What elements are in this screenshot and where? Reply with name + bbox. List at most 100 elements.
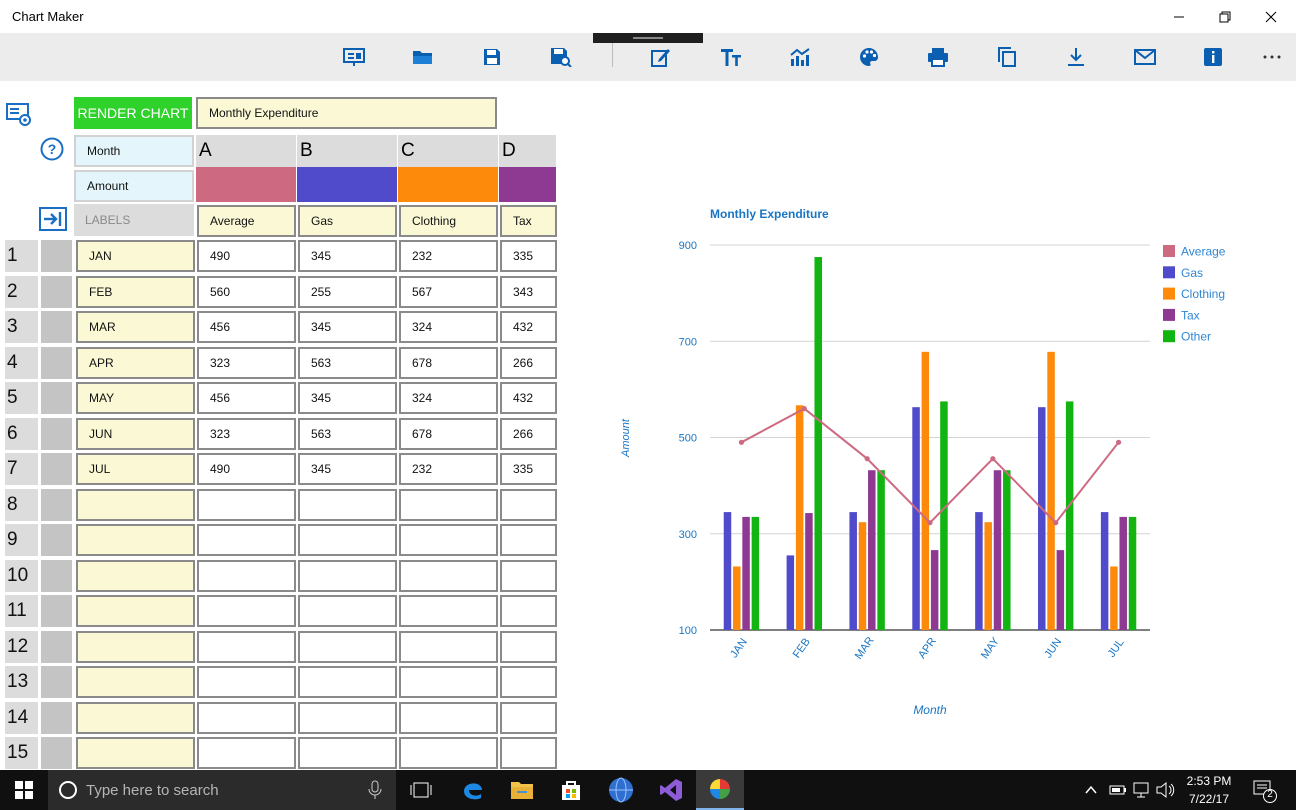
y-label-input[interactable]: Amount [74,170,194,202]
mail-button[interactable] [1130,42,1160,72]
value-cell[interactable]: 266 [500,346,557,379]
row-selector[interactable] [41,346,72,379]
row-selector[interactable] [41,595,72,627]
info-button[interactable] [1198,42,1228,72]
visual-studio-app[interactable] [647,770,695,810]
copy-button[interactable] [992,42,1022,72]
start-button[interactable] [0,770,48,810]
value-cell[interactable]: 266 [500,417,557,450]
value-cell[interactable] [197,559,296,592]
network-indicator[interactable] [1132,781,1152,804]
value-cell[interactable] [399,488,498,521]
value-cell[interactable]: 563 [298,417,397,450]
text-format-button[interactable] [716,42,746,72]
row-selector[interactable] [41,666,72,698]
row-label-input[interactable]: APR [76,346,195,379]
x-label-input[interactable]: Month [74,135,194,167]
value-cell[interactable]: 255 [298,275,397,308]
volume-control[interactable] [1155,781,1175,804]
value-cell[interactable]: 678 [399,417,498,450]
value-cell[interactable]: 324 [399,382,498,414]
value-cell[interactable]: 345 [298,311,397,343]
series-name-input[interactable]: Tax [500,205,557,237]
download-button[interactable] [1061,42,1091,72]
help-button[interactable]: ? [40,137,64,166]
save-button[interactable] [477,42,507,72]
row-selector[interactable] [41,311,72,343]
value-cell[interactable] [298,737,397,769]
value-cell[interactable] [399,524,498,556]
row-label-input[interactable]: JUN [76,417,195,450]
series-color-swatch[interactable] [196,167,296,202]
edge-app[interactable] [449,770,497,810]
row-label-input[interactable] [76,488,195,521]
minimize-button[interactable] [1156,0,1202,33]
row-selector[interactable] [41,737,72,769]
value-cell[interactable]: 456 [197,382,296,414]
search-box[interactable]: Type here to search [48,770,396,810]
battery-indicator[interactable] [1108,781,1128,804]
edit-button[interactable] [646,42,676,72]
value-cell[interactable] [500,666,557,698]
row-label-input[interactable] [76,524,195,556]
value-cell[interactable]: 335 [500,240,557,272]
task-view-button[interactable] [397,770,445,810]
series-name-input[interactable]: Clothing [399,205,498,237]
row-label-input[interactable] [76,737,195,769]
value-cell[interactable]: 232 [399,240,498,272]
value-cell[interactable]: 343 [500,275,557,308]
row-label-input[interactable]: MAY [76,382,195,414]
series-color-swatch[interactable] [297,167,397,202]
value-cell[interactable] [298,630,397,663]
value-cell[interactable] [399,559,498,592]
row-label-input[interactable] [76,595,195,627]
value-cell[interactable]: 678 [399,346,498,379]
file-explorer-app[interactable] [498,770,546,810]
value-cell[interactable]: 432 [500,382,557,414]
series-color-swatch[interactable] [398,167,498,202]
row-selector[interactable] [41,453,72,485]
store-app[interactable] [547,770,595,810]
value-cell[interactable]: 345 [298,453,397,485]
row-label-input[interactable]: MAR [76,311,195,343]
value-cell[interactable] [500,559,557,592]
close-button[interactable] [1248,0,1294,33]
row-label-input[interactable]: FEB [76,275,195,308]
value-cell[interactable] [399,701,498,734]
row-selector[interactable] [41,488,72,521]
clock-date[interactable]: 7/22/17 [1188,792,1230,806]
value-cell[interactable] [298,666,397,698]
palette-button[interactable] [854,42,884,72]
value-cell[interactable] [298,559,397,592]
value-cell[interactable] [500,524,557,556]
row-selector[interactable] [41,382,72,414]
data-entry-button[interactable] [6,103,32,132]
value-cell[interactable]: 490 [197,240,296,272]
row-selector[interactable] [41,559,72,592]
value-cell[interactable]: 345 [298,240,397,272]
value-cell[interactable] [399,737,498,769]
presentation-button[interactable] [339,42,369,72]
series-name-input[interactable]: Average [197,205,296,237]
value-cell[interactable] [500,488,557,521]
chart-title-input[interactable]: Monthly Expenditure [196,97,497,129]
row-selector[interactable] [41,275,72,308]
value-cell[interactable]: 323 [197,417,296,450]
value-cell[interactable] [399,666,498,698]
save-as-button[interactable] [546,42,576,72]
row-label-input[interactable] [76,559,195,592]
clock-time[interactable]: 2:53 PM [1186,774,1232,788]
value-cell[interactable] [197,737,296,769]
value-cell[interactable] [500,701,557,734]
drag-handle[interactable] [593,33,703,43]
value-cell[interactable]: 432 [500,311,557,343]
value-cell[interactable] [197,595,296,627]
value-cell[interactable]: 563 [298,346,397,379]
value-cell[interactable] [197,701,296,734]
row-selector[interactable] [41,630,72,663]
value-cell[interactable]: 232 [399,453,498,485]
value-cell[interactable]: 490 [197,453,296,485]
show-hidden-icons-button[interactable] [1084,780,1098,805]
value-cell[interactable]: 323 [197,346,296,379]
value-cell[interactable]: 335 [500,453,557,485]
